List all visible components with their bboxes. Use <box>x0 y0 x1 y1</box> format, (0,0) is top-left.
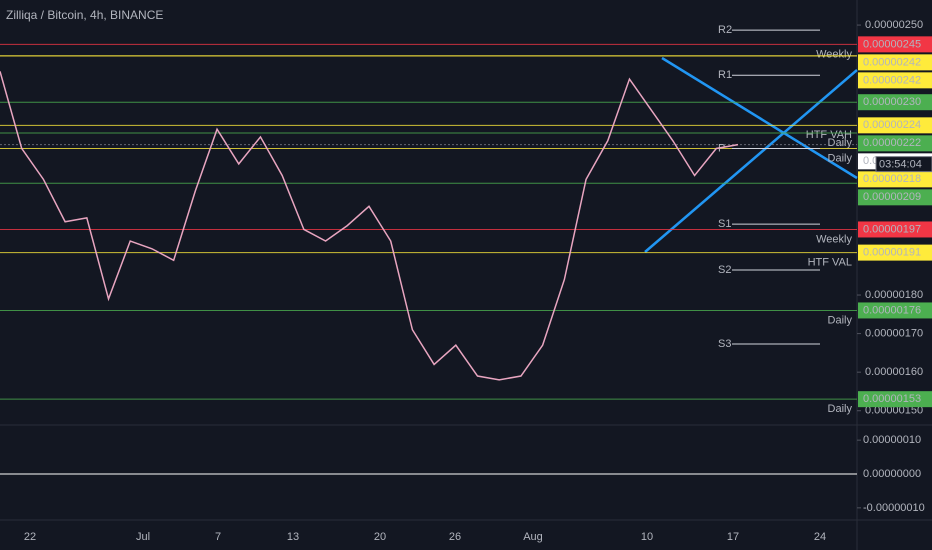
level-note: Weekly <box>816 48 852 60</box>
x-tick-label: 26 <box>449 531 461 543</box>
pivot-label: P <box>718 142 725 154</box>
price-box-label: 0.00000222 <box>863 137 921 149</box>
price-box-label: 0.00000242 <box>863 74 921 86</box>
x-tick-label: 22 <box>24 531 36 543</box>
price-box-label: 0.00000176 <box>863 304 921 316</box>
price-box <box>858 72 932 89</box>
y-tick-label: 0.00000170 <box>865 328 923 340</box>
price-box <box>858 94 932 111</box>
pivot-label: S3 <box>718 338 731 350</box>
level-note: HTF VAH <box>806 129 852 141</box>
pivot-label: R2 <box>718 24 732 36</box>
x-tick-label: 10 <box>641 531 653 543</box>
pivot-label: S1 <box>718 218 731 230</box>
level-note: HTF VAL <box>808 257 852 269</box>
y-tick-label: 0.00000150 <box>865 405 923 417</box>
price-box <box>858 244 932 261</box>
chart-title: Zilliqa / Bitcoin, 4h, BINANCE <box>6 8 163 22</box>
level-note: Daily <box>828 403 853 415</box>
price-box-label: 0.00000230 <box>863 96 921 108</box>
price-box <box>858 117 932 134</box>
price-box <box>858 36 932 53</box>
price-box <box>858 302 932 319</box>
y-tick-label: 0.00000250 <box>865 19 923 31</box>
price-box-label: 0.00000224 <box>863 119 921 131</box>
price-box-label: 0.00000153 <box>863 393 921 405</box>
price-box <box>858 189 932 206</box>
price-box-label: 0.00000218 <box>863 173 921 185</box>
y-tick-label: 0.00000160 <box>865 366 923 378</box>
macd-tick-label: 0.00000000 <box>863 468 921 480</box>
x-tick-label: Jul <box>136 531 150 543</box>
price-box-label: 0.00000209 <box>863 191 921 203</box>
y-tick-label: 0.00000180 <box>865 289 923 301</box>
x-tick-label: 24 <box>814 531 826 543</box>
level-note: Daily <box>828 137 853 149</box>
x-tick-label: 20 <box>374 531 386 543</box>
price-box-label: 0.00000191 <box>863 247 921 259</box>
price-line <box>0 71 739 381</box>
level-note: Daily <box>828 314 853 326</box>
x-tick-label: 13 <box>287 531 299 543</box>
trend-line <box>644 69 858 253</box>
price-box-label: 0.00000245 <box>863 38 921 50</box>
pivot-label: R1 <box>718 69 732 81</box>
level-note: Weekly <box>816 233 852 245</box>
pivot-label: S2 <box>718 264 731 276</box>
x-tick-label: 17 <box>727 531 739 543</box>
macd-tick-label: 0.00000010 <box>863 434 921 446</box>
countdown: 03:54:04 <box>879 159 922 171</box>
price-box-label: 0.00000197 <box>863 223 921 235</box>
level-note: Daily <box>828 152 853 164</box>
x-tick-label: 7 <box>215 531 221 543</box>
price-box-label: 0.00000242 <box>863 56 921 68</box>
price-box <box>858 135 932 152</box>
countdown-box <box>875 156 932 173</box>
price-box <box>858 171 932 188</box>
price-box <box>858 391 932 408</box>
macd-tick-label: -0.00000010 <box>863 502 925 514</box>
x-tick-label: Aug <box>523 531 543 543</box>
price-box <box>858 221 932 238</box>
price-box <box>858 54 932 71</box>
trend-line <box>661 56 858 180</box>
